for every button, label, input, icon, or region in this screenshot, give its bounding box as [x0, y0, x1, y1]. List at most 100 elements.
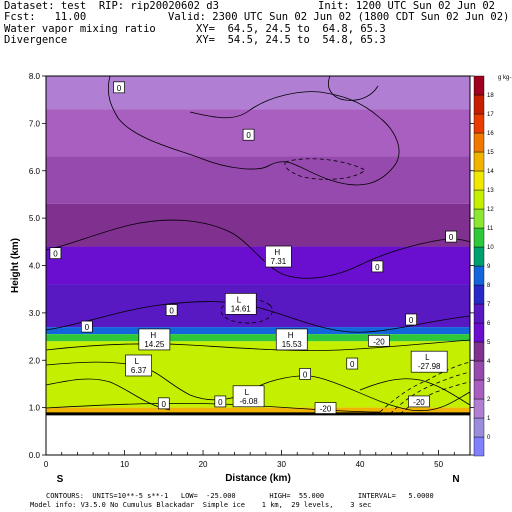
svg-text:0: 0 [53, 250, 58, 259]
x-end-label-south: S [57, 474, 64, 485]
contour-label-13: -20 [408, 395, 430, 408]
svg-text:-20: -20 [320, 405, 332, 414]
colorbar-swatch-15 [473, 151, 485, 172]
y-tick-label: 7.0 [29, 119, 41, 128]
contour-label-12: -20 [314, 402, 337, 414]
y-tick-label: 1.0 [29, 404, 41, 413]
svg-text:H: H [274, 248, 280, 257]
colorbar-level-label: 1 [487, 416, 491, 422]
svg-text:0: 0 [449, 233, 454, 242]
shading-band-1 [46, 109, 470, 157]
extremum-h-2: H15.53 [275, 328, 308, 351]
y-axis-label: Height (km) [10, 238, 21, 293]
contour-label-2: 0 [49, 247, 62, 260]
svg-text:L: L [237, 295, 242, 304]
x-tick-label: 0 [44, 460, 49, 469]
colorbar-swatch-11 [473, 227, 485, 248]
colorbar-swatch-7 [473, 303, 485, 324]
y-tick-label: 0.0 [29, 451, 41, 460]
contour-label-6: 0 [80, 320, 93, 333]
svg-text:15.53: 15.53 [282, 340, 303, 349]
contour-label-10: 0 [214, 395, 227, 408]
x-tick-label: 30 [277, 460, 286, 469]
svg-text:L: L [245, 388, 250, 397]
svg-text:L: L [425, 353, 430, 362]
svg-text:H: H [288, 331, 294, 340]
model-info-line: Model info: V3.5.0 No Cumulus Blackadar … [30, 501, 372, 509]
axes: 0.0 1.0 2.0 3.0 4.0 5.0 6.0 7.0 8.0 0 10 20 30 40 50 Di… [10, 72, 474, 485]
colorbar-level-label: 0 [487, 435, 491, 441]
colorbar-level-label: 2 [487, 397, 491, 403]
colorbar-swatch-12 [473, 208, 485, 229]
colorbar-level-label: 13 [487, 188, 494, 194]
svg-text:0: 0 [169, 307, 174, 316]
field2-name: Divergence [4, 34, 68, 46]
svg-text:0: 0 [375, 263, 380, 272]
contour-label-9: 0 [157, 397, 170, 410]
shading-band-5 [46, 284, 470, 328]
contour-label-8: 0 [346, 357, 359, 370]
x-axis-label: Distance (km) [225, 473, 291, 484]
colorbar-level-label: 17 [487, 112, 494, 118]
shading-band-9 [46, 407, 470, 414]
shading-band-0 [46, 76, 470, 110]
colorbar-swatch-5 [473, 341, 485, 362]
colorbar-swatch-4 [473, 360, 485, 381]
contour-label-14: 0 [405, 313, 417, 326]
svg-text:0: 0 [85, 323, 90, 332]
y-tick-label: 2.0 [29, 356, 41, 365]
contours-line: CONTOURS: UNITS=10**-5 s**-1 LOW= -25.00… [46, 492, 434, 500]
colorbar-swatch-0 [473, 436, 485, 457]
valid-line: Valid: 2300 UTC Sun 02 Jun 02 (1800 CDT … [168, 11, 510, 23]
fcst-line: Fcst: 11.00 [4, 11, 87, 23]
y-tick-label: 3.0 [29, 309, 41, 318]
svg-text:L: L [135, 357, 140, 366]
colorbar-level-label: 12 [487, 207, 494, 213]
below-ground [46, 417, 470, 455]
colorbar-swatch-16 [473, 132, 485, 153]
svg-text:-20: -20 [373, 337, 385, 346]
colorbar-level-label: 4 [487, 359, 491, 365]
contour-label-7: 0 [299, 368, 311, 380]
extremum-h-1: H14.25 [138, 328, 171, 351]
svg-text:0: 0 [117, 84, 122, 93]
extremum-l-6: L-27.98 [410, 350, 448, 373]
shading-layer [46, 76, 470, 455]
colorbar-level-label: 6 [487, 321, 491, 327]
y-tick-label: 5.0 [29, 214, 41, 223]
init-line: Init: 1200 UTC Sun 02 Jun 02 [318, 0, 496, 12]
terrain-line [46, 412, 470, 416]
svg-text:-27.98: -27.98 [418, 362, 441, 371]
colorbar-swatch-3 [473, 379, 485, 400]
field1-xy: XY= 64.5, 24.5 to 64.8, 65.3 [196, 23, 386, 35]
extremum-l-3: L14.61 [224, 293, 257, 315]
colorbar-swatch-9 [473, 265, 485, 286]
svg-text:0: 0 [350, 360, 355, 369]
colorbar-swatch-6 [473, 322, 485, 343]
contour-label-5: 0 [165, 304, 178, 316]
colorbar-level-label: 15 [487, 150, 494, 156]
svg-text:14.25: 14.25 [144, 340, 165, 349]
svg-text:-20: -20 [413, 398, 425, 407]
colorbar-swatch-19 [473, 75, 485, 96]
shading-band-7 [46, 334, 470, 342]
shading-band-2 [46, 156, 470, 204]
colorbar-level-label: 8 [487, 283, 491, 289]
colorbar-level-label: 10 [487, 245, 494, 251]
colorbar-swatch-13 [473, 189, 485, 210]
y-tick-label: 4.0 [29, 262, 41, 271]
colorbar-level-label: 3 [487, 378, 491, 384]
svg-text:6.37: 6.37 [131, 366, 147, 375]
svg-text:0: 0 [303, 370, 308, 379]
y-tick-label: 8.0 [29, 72, 41, 81]
x-tick-label: 20 [199, 460, 208, 469]
contour-label-0: 0 [113, 81, 125, 94]
dataset-line: Dataset: test RIP: rip20020602 d3 [4, 0, 219, 12]
contour-label-11: -20 [368, 334, 390, 347]
colorbar-unit: g kg-1 [498, 75, 512, 81]
svg-text:0: 0 [409, 316, 414, 325]
colorbar-swatch-8 [473, 284, 485, 305]
